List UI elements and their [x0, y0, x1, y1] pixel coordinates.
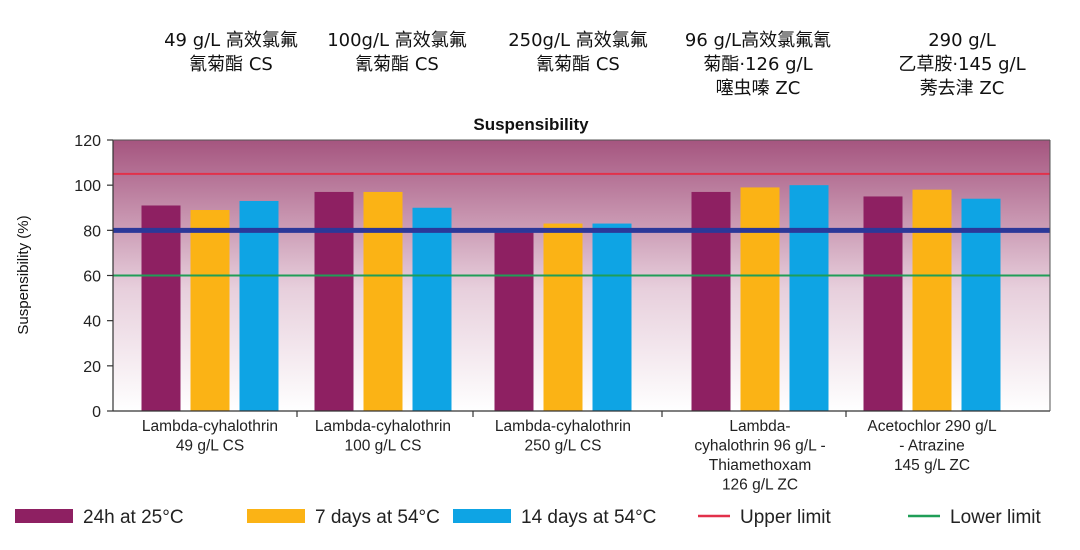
- category-label-zh-line: 96 g/L高效氯氟氰: [685, 30, 831, 51]
- bar-s2-c2: [592, 223, 632, 411]
- category-label-line: Lambda-: [729, 418, 790, 435]
- category-label-zh-line: 氰菊酯 CS: [189, 54, 273, 75]
- category-label-line: 145 g/L ZC: [894, 457, 970, 474]
- category-label-line: - Atrazine: [899, 438, 964, 455]
- category-label-line: Acetochlor 290 g/L: [867, 418, 997, 435]
- category-label-zh-line: 氰菊酯 CS: [355, 54, 439, 75]
- category-label-line: Thiamethoxam: [709, 457, 812, 474]
- legend-label: 24h at 25°C: [83, 507, 184, 528]
- category-label-line: 49 g/L CS: [176, 438, 244, 455]
- category-label-zh-line: 菊酯·126 g/L: [703, 54, 812, 75]
- bar-s2-c0: [239, 200, 279, 411]
- category-label-zh-line: 290 g/L: [928, 30, 996, 51]
- category-label-zh-line: 49 g/L 高效氯氟: [164, 30, 298, 51]
- bar-s0-c2: [494, 232, 534, 411]
- y-tick-label: 20: [83, 359, 101, 376]
- bar-s0-c0: [141, 205, 181, 411]
- y-tick-label: 100: [74, 178, 101, 195]
- category-label-zh: 49 g/L 高效氯氟氰菊酯 CS: [164, 30, 298, 75]
- y-tick-label: 80: [83, 223, 101, 240]
- category-label-zh: 100g/L 高效氯氟氰菊酯 CS: [327, 30, 467, 75]
- category-label-line: cyhalothrin 96 g/L -: [694, 438, 825, 455]
- category-label-zh-line: 噻虫嗪 ZC: [716, 78, 801, 99]
- bar-s1-c4: [912, 189, 952, 411]
- bar-s1-c0: [190, 210, 230, 411]
- bar-s1-c1: [363, 191, 403, 411]
- category-label-zh-line: 100g/L 高效氯氟: [327, 30, 467, 51]
- category-label-line: Lambda-cyhalothrin: [495, 418, 631, 435]
- category-label: Lambda-cyhalothrin 100 g/L CS: [315, 418, 451, 455]
- bar-s1-c2: [543, 223, 583, 411]
- category-label: Acetochlor 290 g/L - Atrazine 145 g/L ZC: [867, 418, 997, 474]
- bar-s2-c1: [412, 207, 452, 411]
- legend-label: Upper limit: [740, 507, 832, 528]
- category-label-zh-line: 乙草胺·145 g/L: [898, 54, 1025, 75]
- category-label-line: 126 g/L ZC: [722, 477, 798, 494]
- bar-s2-c4: [961, 198, 1001, 411]
- legend-swatch: [247, 509, 305, 523]
- category-label-line: Lambda-cyhalothrin: [315, 418, 451, 435]
- category-label: Lambda-cyhalothrin 96 g/L - Thiamethoxam 1…: [694, 418, 825, 494]
- y-tick-label: 0: [92, 404, 101, 421]
- category-label-zh: 290 g/L 乙草胺·145 g/L 莠去津 ZC: [898, 30, 1025, 99]
- category-label-zh-line: 氰菊酯 CS: [536, 54, 620, 75]
- y-axis-label: Suspensibility (%): [15, 215, 32, 334]
- category-label-zh-line: 250g/L 高效氯氟: [508, 30, 648, 51]
- y-tick-label: 120: [74, 133, 101, 150]
- category-label-zh: 96 g/L高效氯氟氰菊酯·126 g/L 噻虫嗪 ZC: [685, 30, 831, 99]
- chart-title: Suspensibility: [473, 115, 589, 134]
- bar-s1-c3: [740, 187, 780, 411]
- category-label-line: 250 g/L CS: [525, 438, 602, 455]
- legend-label: Lower limit: [950, 507, 1042, 528]
- category-label-line: 100 g/L CS: [345, 438, 422, 455]
- y-tick-label: 60: [83, 269, 101, 286]
- legend-label: 7 days at 54°C: [315, 507, 440, 528]
- category-label-zh: 250g/L 高效氯氟氰菊酯 CS: [508, 30, 648, 75]
- y-tick-label: 40: [83, 314, 101, 331]
- bar-s2-c3: [789, 185, 829, 411]
- category-label-line: Lambda-cyhalothrin: [142, 418, 278, 435]
- legend-swatch: [453, 509, 511, 523]
- category-label-zh-line: 莠去津 ZC: [920, 78, 1005, 99]
- legend-swatch: [15, 509, 73, 523]
- bar-s0-c3: [691, 191, 731, 411]
- category-label: Lambda-cyhalothrin 250 g/L CS: [495, 418, 631, 455]
- legend-label: 14 days at 54°C: [521, 507, 656, 528]
- bar-s0-c1: [314, 191, 354, 411]
- category-label: Lambda-cyhalothrin 49 g/L CS: [142, 418, 278, 455]
